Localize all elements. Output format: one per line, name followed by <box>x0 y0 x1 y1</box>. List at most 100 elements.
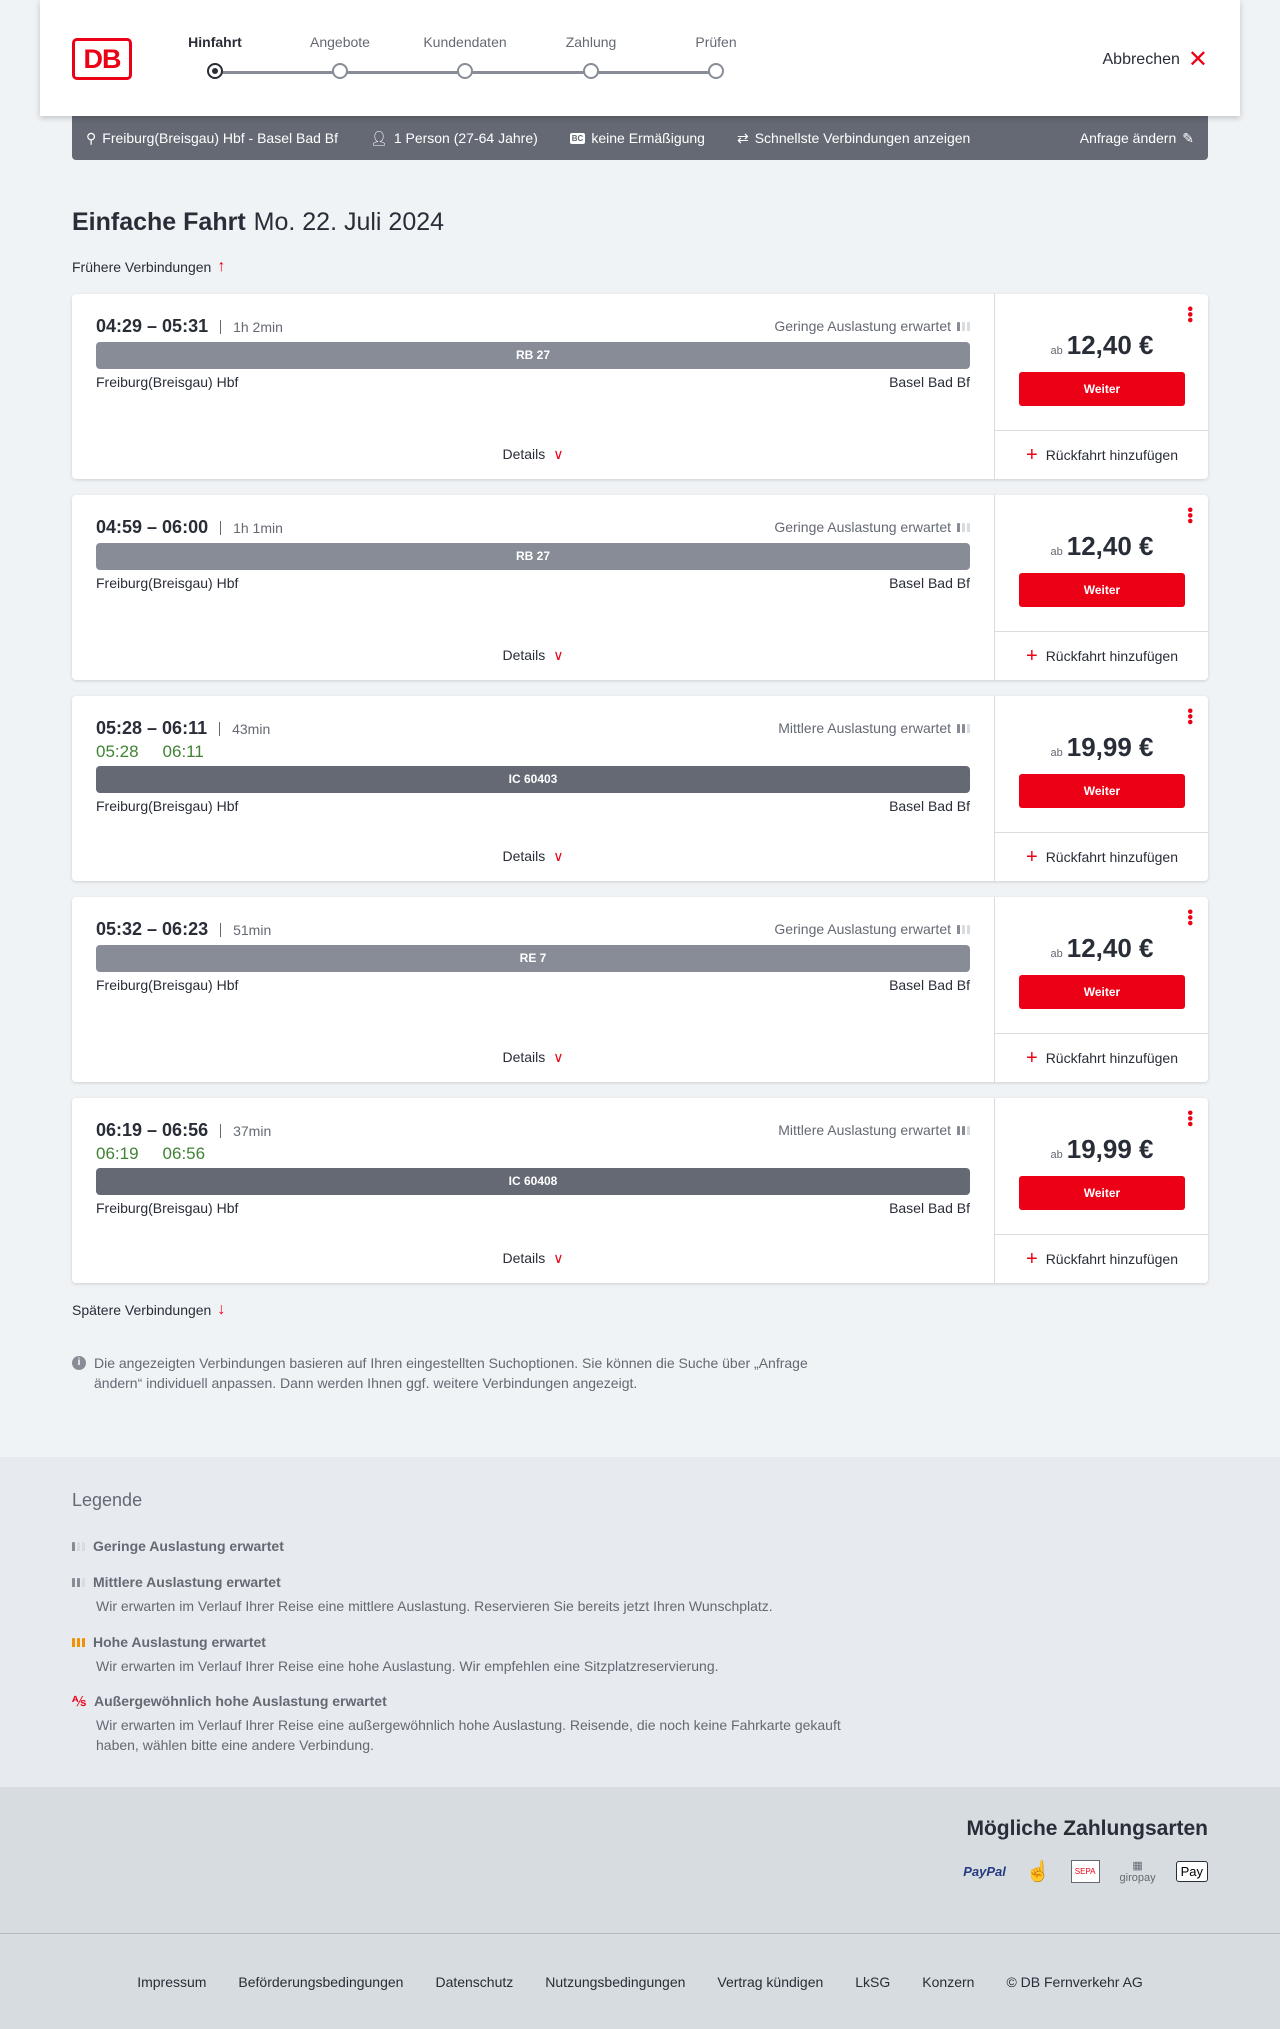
details-toggle[interactable]: Details ∨ <box>502 1250 564 1266</box>
legend-item-medium: Mittlere Auslastung erwartet Wir erwarten… <box>72 1574 856 1616</box>
legend-item-low: Geringe Auslastung erwartet <box>72 1538 284 1554</box>
price: ab 19,99 € <box>1050 732 1154 762</box>
occupancy-info: Geringe Auslastung erwartet <box>774 519 970 535</box>
step-circle-icon <box>708 63 724 79</box>
more-options-icon[interactable]: ••• <box>1181 909 1198 926</box>
occupancy-high-icon <box>72 1637 85 1647</box>
footer-link-datenschutz[interactable]: Datenschutz <box>435 1973 514 1990</box>
more-options-icon[interactable]: ••• <box>1181 1110 1198 1127</box>
connection-times: 04:59 – 06:00 1h 1min <box>96 517 283 537</box>
details-toggle[interactable]: Details ∨ <box>502 1049 564 1065</box>
duration: 51min <box>220 922 271 937</box>
connection-times: 04:29 – 05:31 1h 2min <box>96 316 283 336</box>
plus-icon: + <box>1026 644 1038 667</box>
step-zahlung: Zahlung <box>546 34 636 79</box>
earlier-connections-link[interactable]: Frühere Verbindungen ↑ <box>72 258 226 275</box>
payment-title: Mögliche Zahlungsarten <box>966 1817 1208 1840</box>
more-options-icon[interactable]: ••• <box>1181 507 1198 524</box>
legend-section: Legende Geringe Auslastung erwartet Mitt… <box>0 1457 1280 1787</box>
sepa-icon: SEPA <box>1070 1860 1100 1883</box>
edit-query-button[interactable]: Anfrage ändern ✎ <box>1079 129 1194 147</box>
fastest-option: ⇄ Schnellste Verbindungen anzeigen <box>736 129 971 147</box>
plus-icon: + <box>1026 1046 1038 1069</box>
connection-times: 06:19 – 06:56 37min <box>96 1120 272 1140</box>
occupancy-medium-icon <box>72 1577 85 1587</box>
connection-times: 05:32 – 06:23 51min <box>96 919 272 939</box>
more-options-icon[interactable]: ••• <box>1181 708 1198 725</box>
footer-link-impressum[interactable]: Impressum <box>137 1973 207 1990</box>
stations: Freiburg(Breisgau) Hbf Basel Bad Bf <box>96 575 970 591</box>
pencil-icon: ✎ <box>1182 129 1194 146</box>
connection-card: 05:28 – 06:11 43min 05:28 06:11 Mittlere A… <box>72 696 1209 881</box>
footer-link-konzern[interactable]: Konzern <box>922 1973 975 1990</box>
close-icon: ✕ <box>1187 46 1208 73</box>
add-return-button[interactable]: + Rückfahrt hinzufügen <box>995 1033 1209 1082</box>
footer-link-vertrag-kuendigen[interactable]: Vertrag kündigen <box>717 1973 824 1990</box>
add-return-button[interactable]: + Rückfahrt hinzufügen <box>995 832 1209 881</box>
step-angebote: Angebote <box>295 34 385 79</box>
step-pruefen: Prüfen <box>671 34 761 79</box>
connection-card: 06:19 – 06:56 37min 06:19 06:56 Mittlere A… <box>72 1098 1209 1283</box>
legend-title: Legende <box>72 1490 143 1510</box>
swap-icon: ⇄ <box>736 129 749 146</box>
arrow-down-icon: ↓ <box>217 1301 226 1318</box>
later-connections-link[interactable]: Spätere Verbindungen ↓ <box>72 1301 226 1318</box>
weiter-button[interactable]: Weiter <box>1019 1176 1185 1210</box>
cancel-button[interactable]: Abbrechen ✕ <box>1103 48 1209 72</box>
arrow-up-icon: ↑ <box>217 258 226 275</box>
occupancy-very-high-icon: ⅍ <box>72 1693 86 1709</box>
connection-times: 05:28 – 06:11 43min <box>96 718 271 738</box>
add-return-button[interactable]: + Rückfahrt hinzufügen <box>995 631 1209 680</box>
connection-card: 04:59 – 06:00 1h 1min Geringe Auslastung … <box>72 495 1209 680</box>
realtime-times: 06:19 06:56 <box>96 1144 206 1163</box>
details-toggle[interactable]: Details ∨ <box>502 446 564 462</box>
chevron-down-icon: ∨ <box>553 446 564 462</box>
occupancy-info: Mittlere Auslastung erwartet <box>778 1122 970 1138</box>
duration: 1h 1min <box>220 520 283 535</box>
footer-link-lksg[interactable]: LkSG <box>855 1973 891 1990</box>
search-summary-bar: ⚲ Freiburg(Breisgau) Hbf - Basel Bad Bf 👤… <box>72 116 1208 160</box>
duration: 1h 2min <box>220 319 283 334</box>
connection-card: 05:32 – 06:23 51min Geringe Auslastung er… <box>72 897 1209 1082</box>
chevron-down-icon: ∨ <box>553 1250 564 1266</box>
route-summary: ⚲ Freiburg(Breisgau) Hbf - Basel Bad Bf <box>86 129 339 147</box>
add-return-button[interactable]: + Rückfahrt hinzufügen <box>995 430 1209 479</box>
train-bar: IC 60403 <box>96 766 970 793</box>
weiter-button[interactable]: Weiter <box>1019 774 1185 808</box>
step-circle-icon <box>457 63 473 79</box>
step-kundendaten: Kundendaten <box>420 34 510 79</box>
location-pin-icon: ⚲ <box>86 129 97 146</box>
duration: 37min <box>220 1123 271 1138</box>
passenger-summary: 👤︎ 1 Person (27-64 Jahre) <box>370 129 538 147</box>
details-toggle[interactable]: Details ∨ <box>502 848 564 864</box>
occupancy-info: Mittlere Auslastung erwartet <box>778 720 970 736</box>
price: ab 12,40 € <box>1050 531 1154 561</box>
page-title: Einfache Fahrt Mo. 22. Juli 2024 <box>72 208 445 236</box>
info-note: i Die angezeigten Verbindungen basieren a… <box>72 1353 852 1393</box>
db-logo[interactable]: DB <box>72 38 132 80</box>
legend-item-very-high: ⅍ Außergewöhnlich hohe Auslastung erwarte… <box>72 1693 841 1753</box>
stations: Freiburg(Breisgau) Hbf Basel Bad Bf <box>96 1200 970 1216</box>
more-options-icon[interactable]: ••• <box>1181 306 1198 323</box>
step-circle-icon <box>332 63 348 79</box>
step-circle-icon <box>207 63 223 79</box>
payment-section: Mögliche Zahlungsarten PayPal ☝ SEPA ▦ gi… <box>0 1787 1280 1933</box>
weiter-button[interactable]: Weiter <box>1019 372 1185 406</box>
footer-link-befoerderungsbedingungen[interactable]: Beförderungsbedingungen <box>238 1973 404 1990</box>
footer-link-nutzungsbedingungen[interactable]: Nutzungsbedingungen <box>545 1973 686 1990</box>
weiter-button[interactable]: Weiter <box>1019 975 1185 1009</box>
occupancy-icon <box>957 321 970 331</box>
bahncard-icon: BC <box>569 132 586 144</box>
discount-summary: BC keine Ermäßigung <box>569 130 705 146</box>
add-return-button[interactable]: + Rückfahrt hinzufügen <box>995 1234 1209 1283</box>
train-bar: RB 27 <box>96 543 970 570</box>
details-toggle[interactable]: Details ∨ <box>502 647 564 663</box>
occupancy-icon <box>957 723 970 733</box>
paypal-logo: PayPal <box>963 1864 1006 1879</box>
weiter-button[interactable]: Weiter <box>1019 573 1185 607</box>
giropay-logo: ▦ giropay <box>1119 1859 1156 1884</box>
price: ab 12,40 € <box>1050 330 1154 360</box>
occupancy-low-icon <box>72 1541 85 1551</box>
credit-card-icon: ☝ <box>1025 1861 1051 1883</box>
occupancy-icon <box>957 522 970 532</box>
